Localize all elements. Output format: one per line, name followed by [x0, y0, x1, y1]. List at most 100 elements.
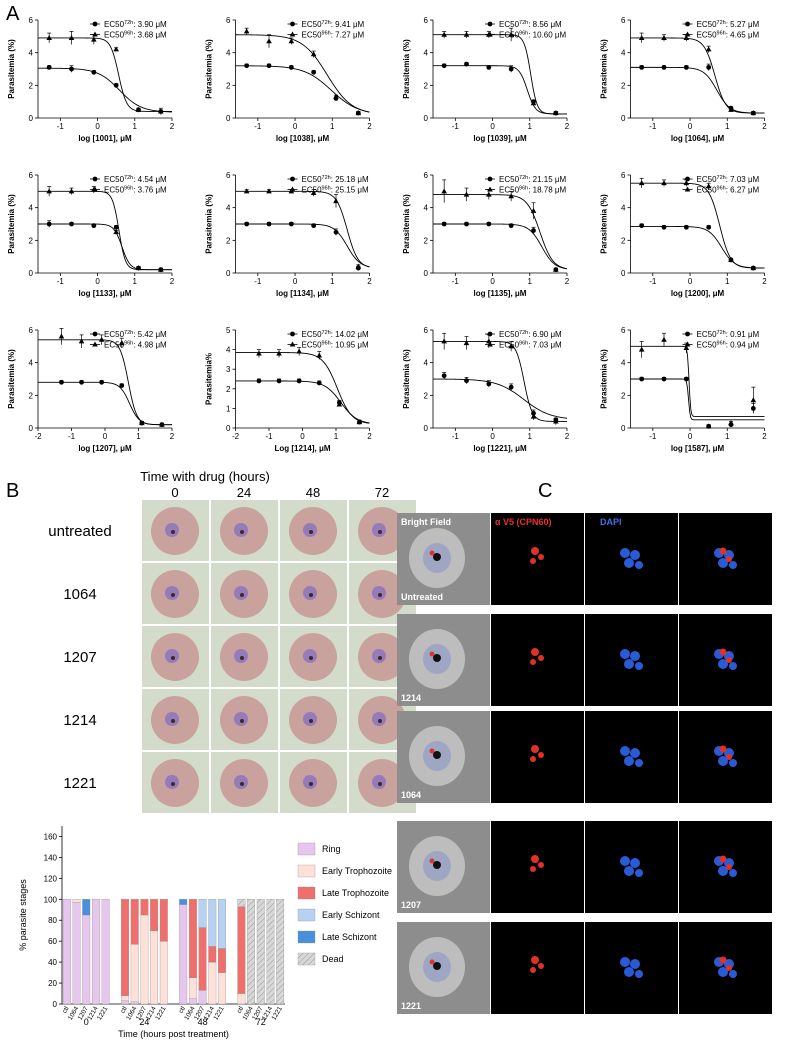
y-tick-label: 4 — [424, 204, 429, 213]
x-tick-label: -1 — [265, 432, 273, 441]
data-point — [661, 336, 667, 342]
data-point — [508, 31, 514, 37]
legend-swatch — [297, 864, 316, 878]
data-point — [69, 66, 74, 72]
y-axis-label: Parasitemia (%) — [402, 194, 411, 254]
legend-value: : 0.91 μM — [726, 330, 760, 339]
data-point — [661, 34, 667, 40]
bar-segment — [82, 899, 91, 916]
fit-curve — [433, 34, 567, 115]
data-point — [553, 266, 559, 272]
legend-sup: 96h — [124, 186, 133, 192]
y-tick-label: 3 — [226, 365, 231, 374]
legend-value: : 0.94 μM — [726, 341, 760, 350]
x-tick-label: 1 — [725, 277, 730, 286]
panel-b-title: Time with drug (hours) — [140, 469, 270, 484]
y-tick-label: 0 — [621, 424, 626, 433]
row-label: 1064 — [63, 586, 96, 603]
fit-curve — [38, 37, 172, 112]
legend-name: EC50 — [697, 341, 718, 350]
bar-segment — [72, 899, 81, 903]
data-point — [46, 64, 52, 70]
y-tick-label: 2 — [621, 391, 626, 400]
row-label: 1214 — [401, 693, 421, 703]
legend-symbol — [289, 341, 296, 347]
legend-name: EC50 — [302, 31, 323, 40]
y-axis-label: % parasite stages — [18, 879, 28, 951]
row-label: 1221 — [63, 775, 96, 792]
x-tick-label: 2 — [367, 432, 372, 441]
legend-value: : 18.78 μM — [528, 186, 566, 195]
legend-sup: 72h — [717, 330, 726, 336]
data-point — [99, 379, 105, 385]
data-point — [706, 224, 712, 230]
group-label: 72 — [256, 1017, 266, 1027]
bar-segment — [188, 998, 197, 1005]
x-tick-label: 1 — [133, 277, 138, 286]
legend-value: : 4.65 μM — [726, 31, 760, 40]
data-point — [256, 378, 262, 384]
panel-label: A — [6, 3, 20, 25]
data-point — [441, 63, 447, 69]
bar-segment — [208, 946, 217, 963]
dose-response-chart: 0 2 4 6 -1 0 1 2 Parasitemia (%) log [1039], μM EC… — [402, 16, 570, 143]
x-tick-label: 0 — [293, 122, 298, 131]
fit-curve — [630, 66, 765, 114]
x-tick-label: 0 — [95, 277, 100, 286]
legend-sup: 96h — [124, 341, 133, 347]
x-tick-label: 1221 — [96, 1005, 109, 1021]
legend-entry: EC5096h: 4.65 μM — [697, 31, 760, 40]
legend-swatch — [297, 842, 316, 856]
data-point — [463, 31, 470, 37]
data-point — [683, 34, 690, 40]
fit-curve — [433, 340, 567, 422]
legend-symbol — [92, 341, 98, 347]
legend-sup: 72h — [322, 330, 331, 336]
bar-segment — [101, 899, 110, 1005]
bar-segment — [159, 899, 168, 942]
y-tick-label: 4 — [621, 204, 626, 213]
row-label: 1221 — [401, 1001, 421, 1011]
panel-label: B — [6, 480, 19, 502]
data-point — [356, 419, 363, 425]
microscopy-image — [491, 821, 584, 913]
legend-value: : 21.15 μM — [528, 175, 566, 184]
y-tick-label: 4 — [621, 359, 626, 368]
legend-symbol — [685, 331, 690, 337]
bar-segment — [82, 914, 91, 1005]
y-tick-label: 2 — [424, 81, 429, 90]
data-point — [139, 420, 145, 426]
y-tick-label: 4 — [29, 359, 34, 368]
stacked-bar-chart: 0 20 40 60 80 100 120 140 160 % parasite stages ct… — [18, 826, 392, 1039]
legend-name: EC50 — [104, 186, 125, 195]
data-point — [683, 180, 690, 186]
data-point — [310, 51, 317, 57]
legend-name: EC50 — [104, 20, 125, 29]
y-tick-label: 6 — [29, 171, 34, 180]
x-axis-label: log [1133], μM — [79, 289, 132, 298]
x-tick-label: 0 — [490, 277, 495, 286]
microscopy-image — [491, 711, 584, 803]
x-tick-label: -1 — [254, 122, 262, 131]
micrograph — [280, 626, 347, 687]
fit-curve — [38, 381, 173, 426]
legend-entry: EC5096h: 3.76 μM — [104, 186, 167, 195]
legend-sup: 96h — [717, 341, 726, 347]
legend-value: : 3.76 μM — [133, 186, 167, 195]
legend-entry: Dead — [322, 954, 344, 964]
legend-sup: 96h — [519, 31, 528, 37]
dose-response-chart: 0 2 4 6 -1 0 1 2 Parasitemia (%) log [1135], μM EC… — [402, 171, 570, 298]
y-tick-label: 0 — [424, 424, 429, 433]
x-tick-label: 2 — [170, 122, 175, 131]
micrograph — [142, 500, 209, 561]
data-point — [46, 34, 52, 40]
data-point — [118, 340, 125, 346]
bar-segment — [218, 948, 226, 973]
data-point — [464, 221, 469, 227]
data-point — [256, 350, 262, 356]
y-axis-label: Parasitemia (%) — [600, 194, 609, 254]
data-point — [135, 106, 142, 112]
y-axis-label: Parasitemia (%) — [7, 349, 16, 409]
legend-sup: 96h — [322, 341, 331, 347]
column-label: 48 — [306, 485, 320, 500]
